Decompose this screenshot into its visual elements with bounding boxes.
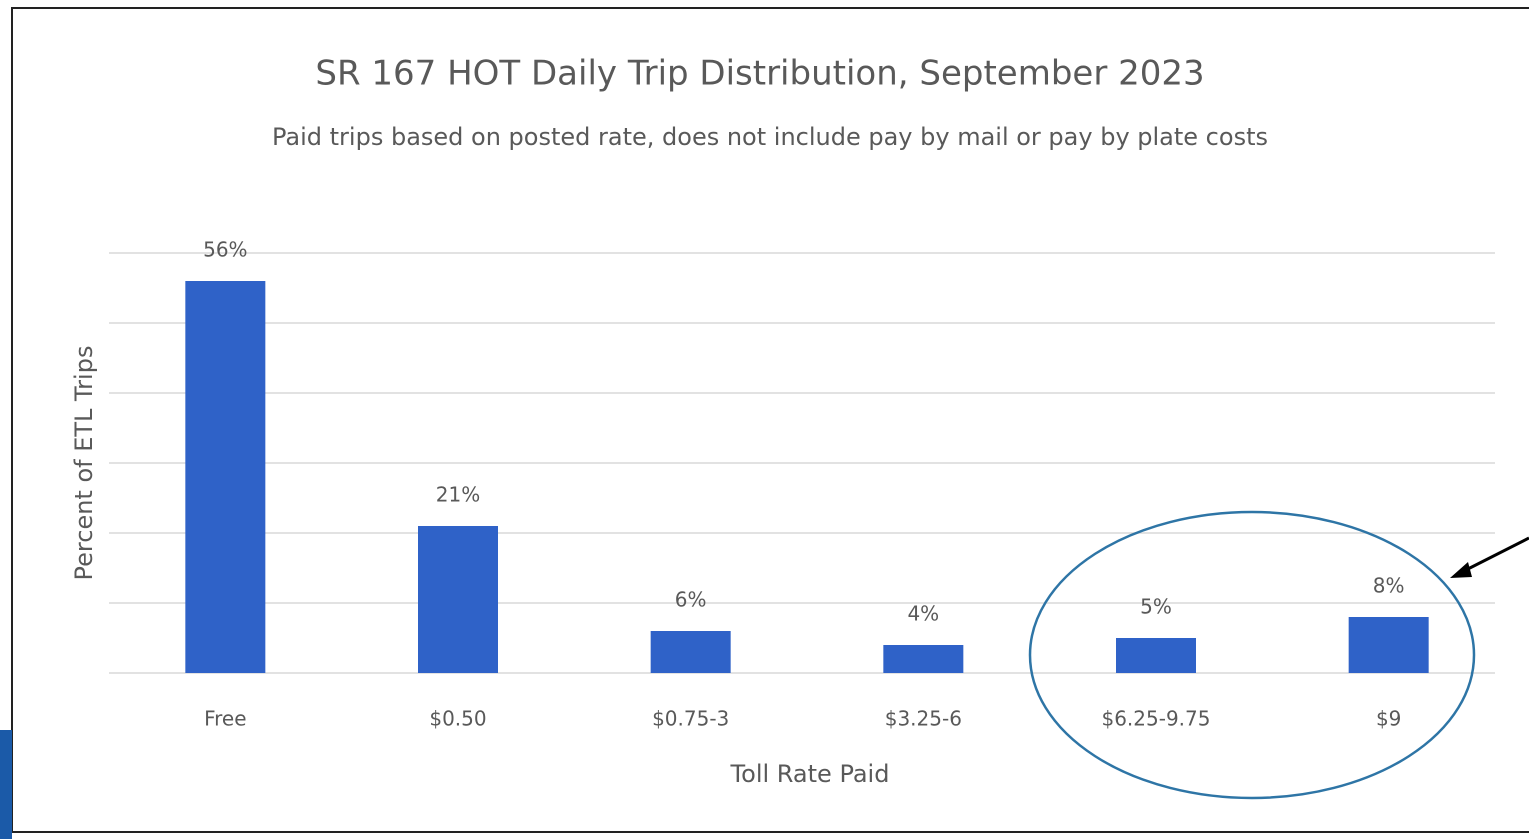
x-tick-label: $0.75-3 bbox=[652, 707, 729, 731]
data-label: 5% bbox=[1140, 595, 1172, 619]
data-label: 4% bbox=[907, 602, 939, 626]
chart-title: SR 167 HOT Daily Trip Distribution, Sept… bbox=[315, 54, 1204, 94]
data-label: 8% bbox=[1373, 574, 1405, 598]
bar bbox=[185, 281, 266, 673]
highlight-ellipse bbox=[1028, 510, 1476, 800]
bar bbox=[883, 645, 964, 673]
chart-subtitle: Paid trips based on posted rate, does no… bbox=[272, 123, 1268, 151]
y-axis-label: Percent of ETL Trips bbox=[70, 346, 98, 581]
x-axis-label: Toll Rate Paid bbox=[730, 760, 890, 788]
arrow bbox=[1457, 536, 1529, 576]
bar bbox=[418, 526, 498, 673]
decor-shape bbox=[0, 730, 12, 839]
bar bbox=[1348, 617, 1429, 673]
data-label: 6% bbox=[675, 588, 707, 612]
plot: Free 56% $0.50 21% $0.75-3 6% $3.25-6 4% $6.25-9… bbox=[109, 238, 1495, 731]
bar bbox=[1116, 638, 1196, 673]
arrow-head bbox=[1450, 562, 1472, 578]
data-label: 56% bbox=[203, 238, 247, 262]
data-label: 21% bbox=[436, 483, 480, 507]
x-tick-label: Free bbox=[204, 707, 246, 731]
bar bbox=[650, 631, 731, 673]
x-tick-label: $0.50 bbox=[429, 707, 486, 731]
x-tick-label: $3.25-6 bbox=[885, 707, 962, 731]
x-tick-label: $9 bbox=[1376, 707, 1401, 731]
x-tick-label: $6.25-9.75 bbox=[1101, 707, 1210, 731]
